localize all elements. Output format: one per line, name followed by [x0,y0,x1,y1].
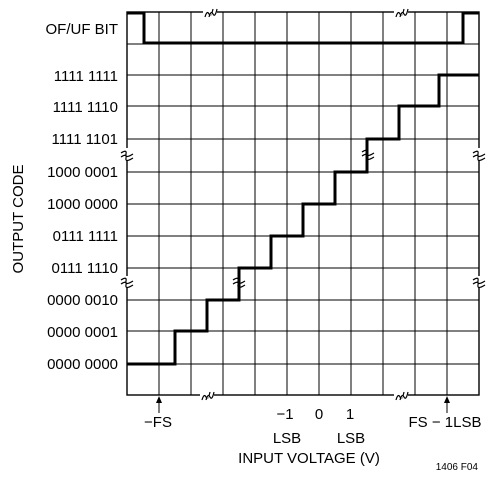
pos-one-label: 1 [346,406,354,423]
code-label: 0111 1111 [53,228,118,245]
flag-row-label: OF/UF BIT [46,21,119,38]
code-label: 1000 0000 [47,196,118,213]
code-label: 1111 1101 [52,131,118,148]
x-axis-labels: −FS −1 0 1 LSB LSB FS − 1LSB INPUT VOLTA… [144,406,481,473]
break-right-lower [472,276,486,288]
break-bottom-left [200,389,214,401]
code-label: 0111 1110 [52,260,118,277]
output-code-labels: OF/UF BIT 1111 1111 1111 1110 1111 1101 … [46,21,119,373]
break-top-right [394,6,408,18]
y-axis-title: OUTPUT CODE [10,165,27,274]
zero-label: 0 [315,406,323,423]
break-left-upper [120,148,134,161]
code-label: 0000 0010 [47,292,118,309]
figure-id: 1406 F04 [436,462,479,473]
code-label: 1000 0001 [47,164,118,181]
code-label: 0000 0001 [47,324,118,341]
code-label: 1111 1110 [53,99,118,116]
break-right-upper [472,148,486,161]
neg-fs-label: −FS [144,414,172,431]
transfer-function-staircase [127,75,479,364]
lsb-left-label: LSB [273,430,301,447]
break-top-left [203,6,217,18]
code-label: 1111 1111 [54,68,118,85]
neg-one-label: −1 [276,406,293,423]
ofuf-bit-trace [127,13,479,43]
break-left-lower [120,276,134,288]
fs-minus-lsb-label: FS − 1LSB [409,414,482,431]
x-axis-title: INPUT VOLTAGE (V) [238,450,380,467]
break-bottom-right [394,389,408,401]
lsb-right-label: LSB [337,430,365,447]
code-label: 0000 0000 [47,356,118,373]
